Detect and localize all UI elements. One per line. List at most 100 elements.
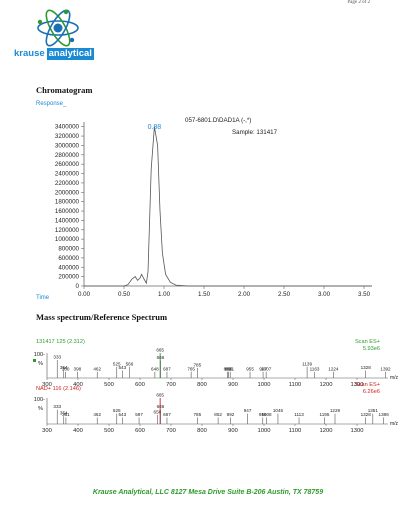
spectrum-x-tick-label: 1200 [320, 428, 333, 432]
spectrum-peak-label: 1045 [273, 408, 284, 413]
spectrum-peak-label: 1195 [320, 412, 330, 417]
spectrum-peak-label: 543 [118, 412, 126, 417]
spectrum-peak-label: 361 [62, 412, 70, 417]
response-label: Response_ [36, 101, 67, 107]
spectrum-peak-label: 891 [226, 366, 234, 371]
spectrum-peak-label: 785 [194, 363, 202, 368]
y-tick-label: 1400000 [55, 217, 80, 224]
spectrum-peak-label: 665 [156, 348, 164, 353]
spectrum-x-tick-label: 1000 [258, 382, 271, 388]
peak-label: 0.88 [148, 124, 162, 131]
spectrum-peak-label: 1008 [261, 412, 272, 417]
spectrum-x-tick-label: 1300 [351, 428, 364, 432]
spectrum-peak-label: 886 [225, 366, 233, 371]
spectrum-peak-label: 1007 [261, 366, 272, 371]
spectrum-peak-label: 955 [246, 366, 254, 371]
logo-word-analytical: analytical [46, 48, 94, 60]
y-tick-label: 2600000 [55, 161, 80, 168]
spectrum-x-tick-label: 700 [166, 428, 176, 432]
spectrum-peak-label: 566 [126, 361, 134, 366]
spectrum-peak-label: 666 [157, 355, 165, 360]
atom-logo-icon [37, 9, 79, 47]
spectrum-peak-label: 1163 [310, 366, 320, 371]
mass-spectrum-title: Mass spectrum/Reference Spectrum [36, 312, 168, 322]
spectrum-peak-label: 882 [224, 366, 232, 371]
x-tick-label: 1.00 [158, 291, 171, 298]
y-tick-label: 2800000 [55, 152, 80, 159]
x-tick-label: 0.00 [78, 291, 91, 298]
sample-label: Sample: 131417 [232, 129, 278, 136]
spectrum-x-tick-label: 500 [104, 382, 114, 388]
spectrum-x-tick-label: 1100 [289, 382, 301, 388]
time-axis-label: Time [36, 295, 50, 301]
y-tick-label: 400000 [58, 264, 79, 271]
spectrum-x-tick-label: 800 [197, 428, 207, 432]
x-tick-label: 2.50 [278, 291, 291, 298]
spectrum-peak-label: 1328 [361, 412, 372, 417]
spectrum-y-tick-percent: % [38, 361, 43, 367]
spectrum-peak-label: 687 [163, 366, 171, 371]
chromatogram-chart: 0 200000 400000 600000 800000 1000000 1200000 1… [55, 117, 372, 298]
spectrum-peak-label: 665 [156, 393, 164, 398]
spectrum-x-tick-label: 1000 [258, 428, 271, 432]
y-tick-label: 1600000 [55, 208, 80, 215]
spectrum-x-tick-label: 300 [42, 428, 52, 432]
spectrum-peak-label: 656 [154, 409, 162, 414]
x-tick-label: 0.50 [118, 291, 131, 298]
spectrum-x-tick-label: 800 [197, 382, 207, 388]
spectrum-peak-label: 996 [259, 412, 267, 417]
spectrum-peak-label: 947 [244, 408, 252, 413]
spectrum-peak-label: 1229 [330, 408, 341, 413]
spectrum-peak-label: 648 [151, 366, 159, 371]
y-tick-label: 2400000 [55, 171, 80, 178]
spectrum-peak-label: 597 [135, 412, 143, 417]
spectrum-peak-label: 852 [214, 412, 222, 417]
spectrum-peak-label: 525 [113, 361, 121, 366]
top-scan-label: Scan ES+ [355, 339, 380, 345]
spectrum-peak-label: 354 [60, 411, 68, 416]
mz-label: m/z [390, 421, 399, 427]
y-tick-label: 200000 [58, 274, 79, 281]
y-tick-label: 1800000 [55, 199, 80, 206]
spectrum-peak-label: 997 [259, 366, 267, 371]
mass-spectra-chart: 131417 125 (2.312) Scan ES+ 5.93e6 100-%… [33, 339, 399, 432]
spectrum-peak-label: 1351 [368, 408, 379, 413]
y-tick-label: 800000 [58, 246, 79, 253]
y-tick-label: 3200000 [55, 133, 80, 140]
spectrum-peak-label: 687 [163, 412, 171, 417]
top-spectrum-marker [33, 359, 36, 362]
spectrum-x-tick-label: 1300 [351, 382, 364, 388]
spectrum-x-tick-label: 400 [73, 382, 83, 388]
spectrum-x-tick-label: 700 [166, 382, 176, 388]
spectrum-peak-label: 333 [53, 404, 61, 409]
spectrum-peak-label: 333 [53, 355, 61, 360]
spectrum-x-tick-label: 600 [135, 382, 145, 388]
spectrum-peak-label: 1392 [380, 366, 391, 371]
spectrum-y-tick-percent: % [38, 406, 43, 412]
spectrum-peak-label: 1224 [328, 366, 339, 371]
y-tick-label: 2200000 [55, 180, 80, 187]
file-label: 057-6801.D\DAD1A (-,*) [185, 117, 251, 124]
y-tick-label: 1200000 [55, 227, 80, 234]
logo-word-krause: krause [14, 48, 45, 59]
y-tick-label: 600000 [58, 255, 79, 262]
spectrum-peak-label: 892 [227, 412, 235, 417]
spectrum-peak-label: 360 [62, 366, 70, 371]
spectrum-peak-label: 666 [157, 404, 165, 409]
spectrum-peak-label: 1328 [361, 365, 372, 370]
spectrum-peak-label: 525 [113, 408, 121, 413]
chromatogram-trace [84, 126, 372, 287]
spectrum-peak-label: 1113 [294, 412, 304, 417]
spectrum-x-tick-label: 900 [228, 428, 238, 432]
spectrum-x-tick-label: 900 [228, 382, 238, 388]
y-tick-label: 3000000 [55, 142, 80, 149]
x-tick-label: 2.00 [238, 291, 251, 298]
footer-address: Krause Analytical, LLC 8127 Mesa Drive S… [92, 489, 324, 496]
spectrum-peak-label: 354 [60, 365, 68, 370]
spectrum-peak-label: 398 [74, 366, 82, 371]
bottom-scan-label: Scan ES+ [355, 382, 380, 388]
spectrum-x-tick-label: 300 [42, 382, 52, 388]
y-tick-label: 3400000 [55, 124, 80, 131]
spectrum-peak-label: 543 [118, 365, 126, 370]
spectrum-x-tick-label: 500 [104, 428, 114, 432]
